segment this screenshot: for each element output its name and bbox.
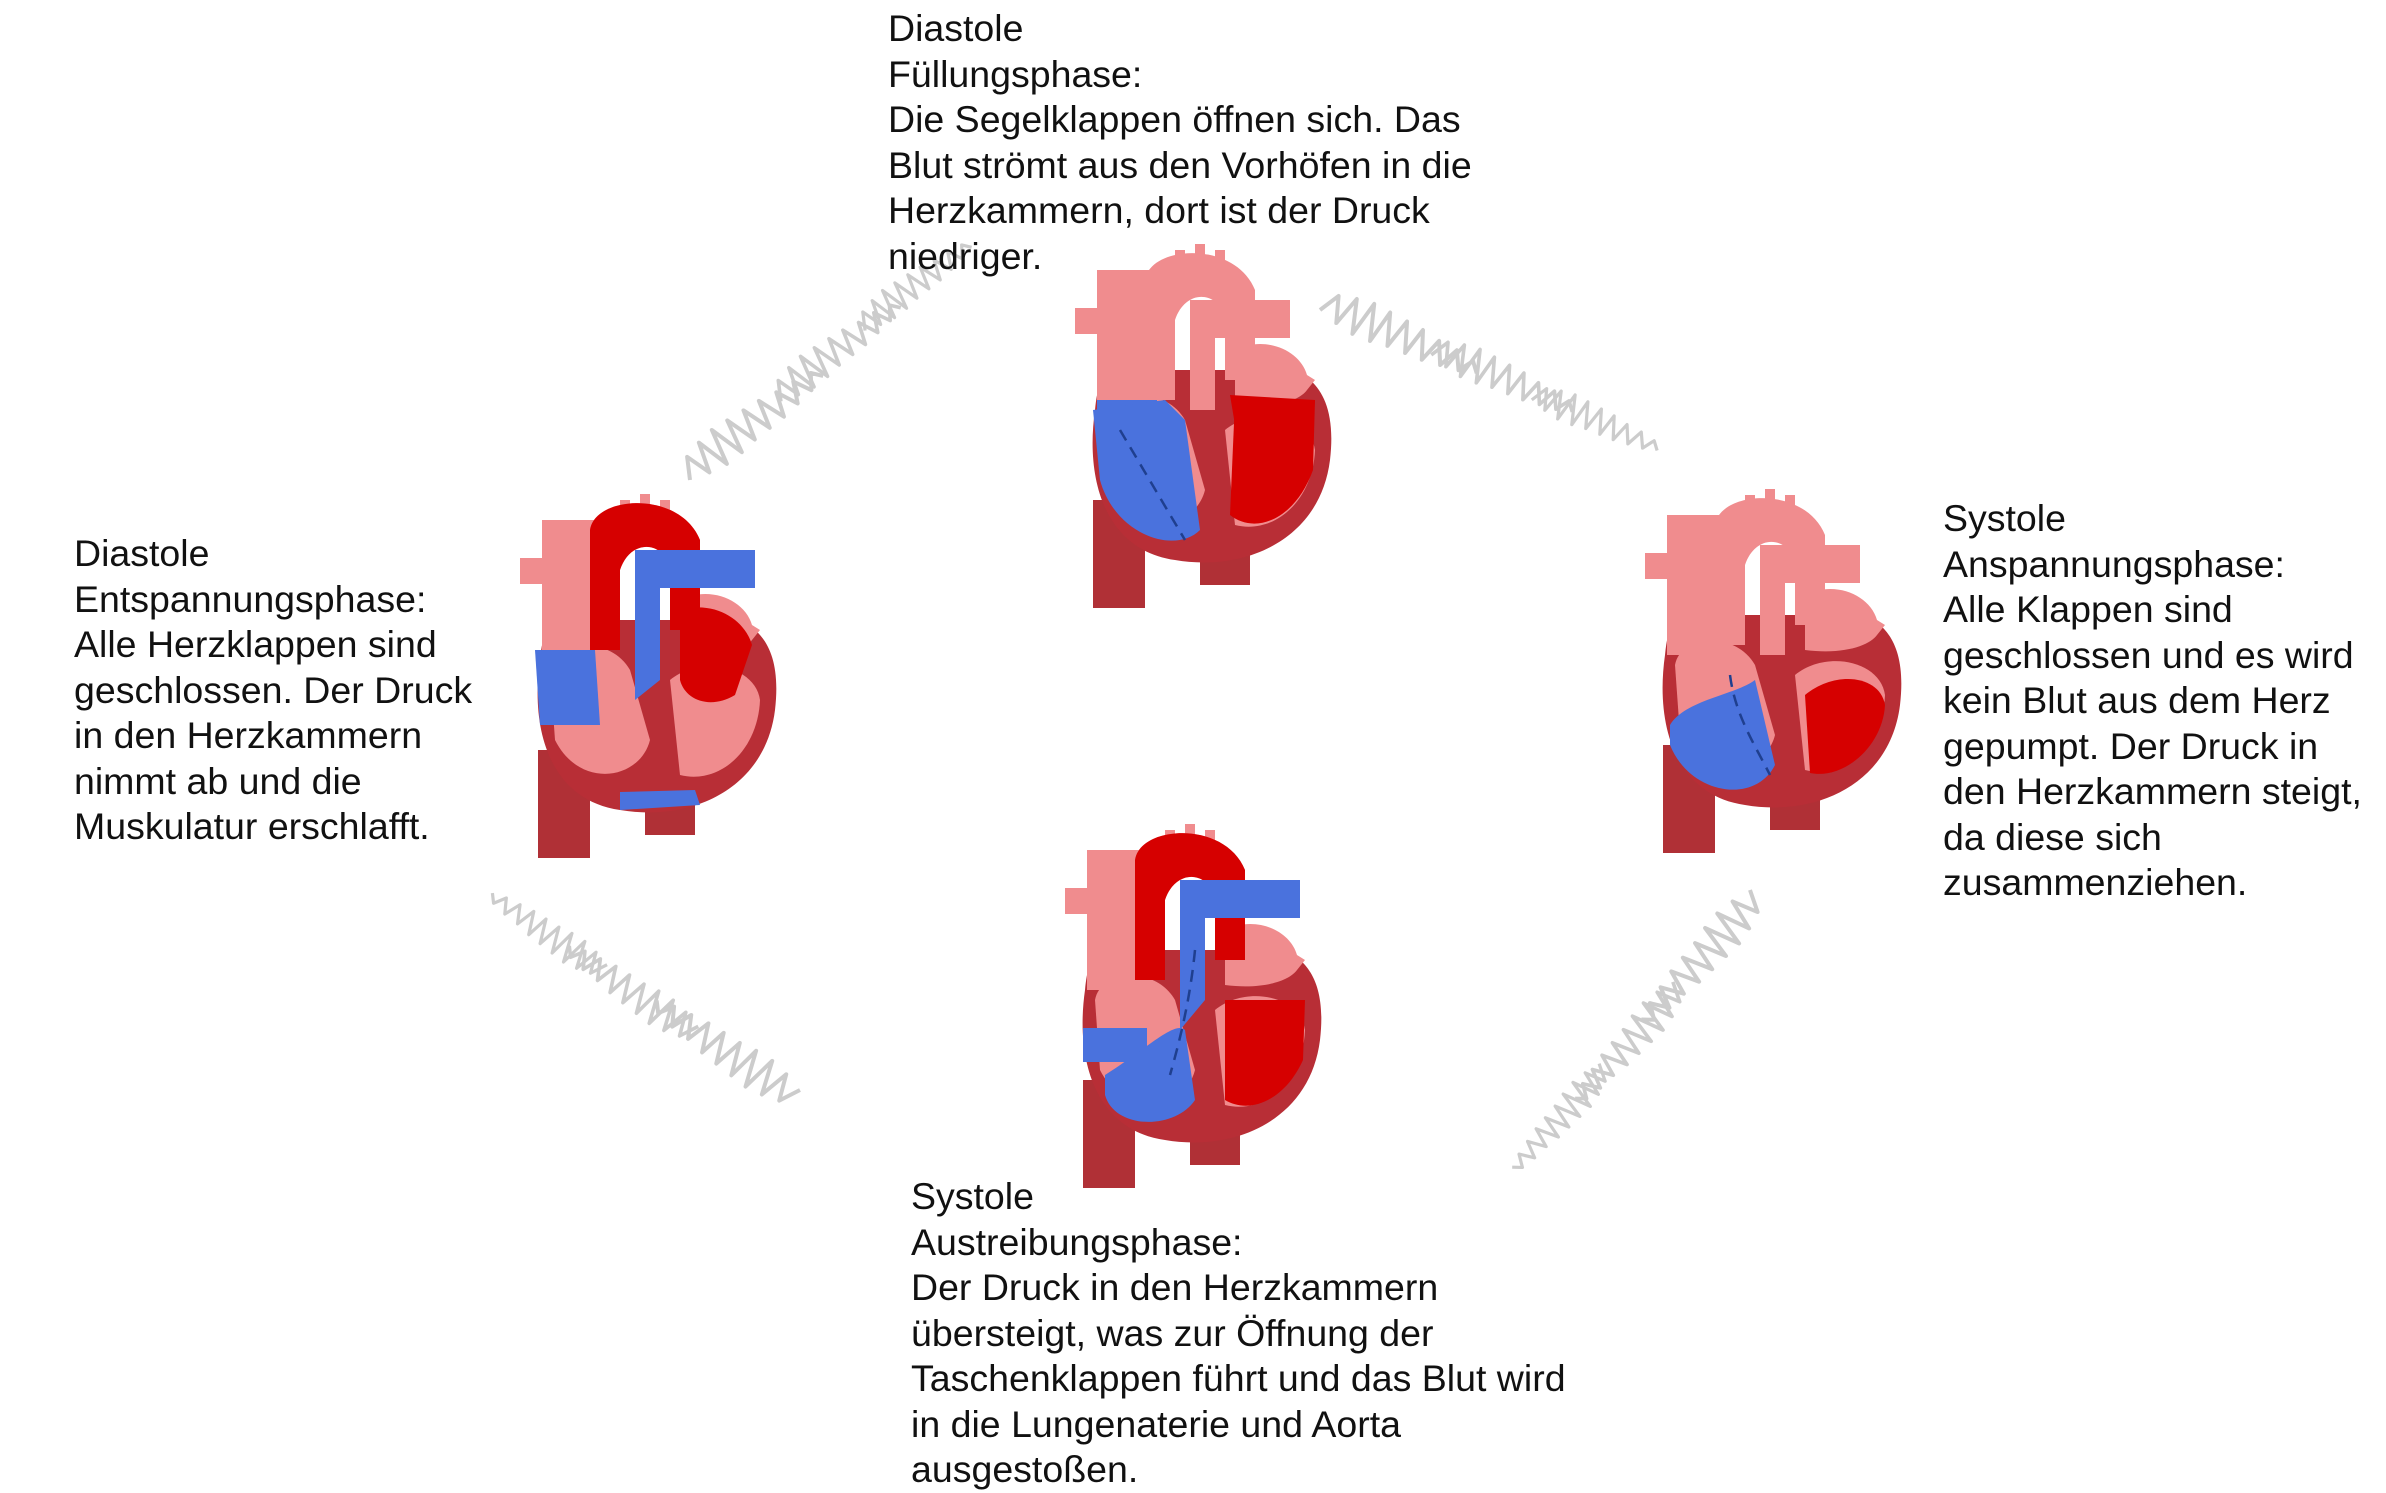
phase-line: geschlossen. Der Druck	[74, 668, 473, 711]
phase-subtitle: Entspannungsphase:	[74, 577, 427, 620]
heart-systole-tension	[1645, 489, 1902, 853]
phase-line: übersteigt, was zur Öffnung der	[911, 1311, 1434, 1354]
phase-line: Taschenklappen führt und das Blut wird	[911, 1357, 1566, 1399]
label-systole-tension: Systole Anspannungsphase: Alle Klappen s…	[1943, 496, 2362, 906]
cycle-arrow-bottom-right	[1504, 881, 1772, 1183]
phase-line: da diese sich	[1943, 815, 2162, 858]
left-ventricle-red	[1805, 678, 1885, 774]
left-ventricle-red	[1225, 1000, 1305, 1106]
phase-line: Blut strömt aus den Vorhöfen in die	[888, 143, 1472, 186]
phase-line: Muskulatur erschlafft.	[74, 805, 430, 847]
phase-line: Herzkammern, dort ist der Druck	[888, 189, 1430, 231]
phase-line: gepumpt. Der Druck in	[1943, 724, 2319, 767]
right-ventricle-blue	[1093, 400, 1200, 541]
phase-name: Systole	[1943, 497, 2066, 539]
phase-line: geschlossen und es wird	[1943, 633, 2354, 676]
label-diastole-relaxation: Diastole Entspannungsphase: Alle Herzkla…	[74, 531, 472, 850]
phase-line: kein Blut aus dem Herz	[1943, 679, 2331, 721]
left-ventricle-red	[1230, 400, 1315, 524]
phase-line: ausgestoßen.	[911, 1448, 1139, 1490]
phase-line: Alle Klappen sind	[1943, 588, 2233, 630]
label-diastole-filling: Diastole Füllungsphase: Die Segelklappen…	[888, 6, 1472, 279]
heart-diastole-relaxation	[520, 494, 777, 858]
phase-line: nimmt ab und die	[74, 759, 362, 802]
phase-subtitle: Anspannungsphase:	[1943, 542, 2285, 585]
phase-subtitle: Austreibungsphase:	[911, 1220, 1243, 1263]
phase-line: Der Druck in den Herzkammern	[911, 1266, 1439, 1308]
cycle-arrow-bottom-left	[479, 884, 808, 1115]
cycle-arrow-top-right	[1314, 283, 1667, 460]
phase-subtitle: Füllungsphase:	[888, 52, 1143, 95]
phase-line: in die Lungenaterie und Aorta	[911, 1402, 1401, 1445]
phase-line: niedriger.	[888, 234, 1043, 277]
phase-line: Alle Herzklappen sind	[74, 623, 437, 665]
phase-name: Diastole	[74, 532, 210, 574]
left-atrium-red	[680, 607, 752, 703]
heart-systole-ejection	[1065, 824, 1322, 1188]
phase-line: in den Herzkammern	[74, 714, 423, 756]
heart-diastole-filling	[1075, 244, 1332, 608]
right-ventricle-blue	[1105, 1028, 1195, 1122]
label-systole-ejection: Systole Austreibungsphase: Der Druck in …	[911, 1174, 1566, 1493]
phase-line: den Herzkammern steigt,	[1943, 770, 2362, 812]
phase-name: Systole	[911, 1175, 1034, 1217]
phase-line: Die Segelklappen öffnen sich. Das	[888, 98, 1461, 140]
phase-name: Diastole	[888, 7, 1024, 49]
right-ventricle-blue	[1670, 680, 1775, 790]
phase-line: zusammenziehen.	[1943, 861, 2248, 903]
